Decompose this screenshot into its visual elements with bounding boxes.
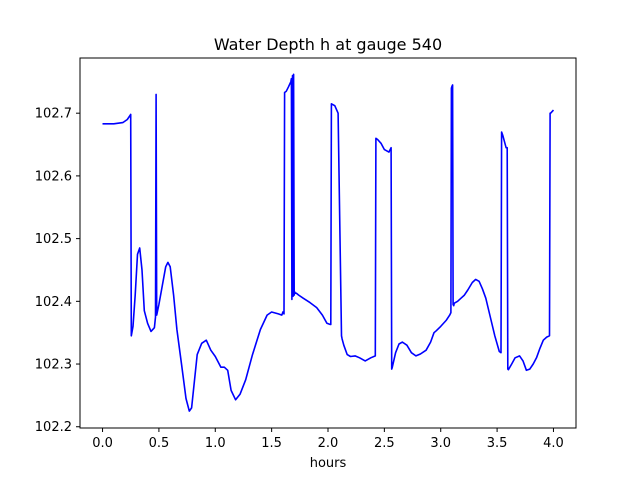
x-tick-label: 3.5 (487, 436, 508, 451)
x-tick-label: 1.5 (261, 436, 282, 451)
y-tick-label: 102.2 (35, 420, 72, 435)
x-tick-label: 0.0 (92, 436, 113, 451)
plot-series (102, 73, 555, 412)
y-axis-ticks: 102.2 102.3 102.4 102.5 102.6 102.7 (35, 107, 80, 435)
x-tick-label: 2.0 (318, 436, 339, 451)
series-line (102, 73, 555, 412)
y-tick-label: 102.5 (35, 232, 72, 247)
y-tick-label: 102.6 (35, 169, 72, 184)
x-tick-label: 3.0 (430, 436, 451, 451)
y-tick-label: 102.3 (35, 358, 72, 373)
plot-frame (79, 57, 577, 429)
x-tick-label: 1.0 (205, 436, 226, 451)
x-axis-ticks: 0.0 0.5 1.0 1.5 2.0 2.5 3.0 3.5 4.0 (92, 428, 564, 451)
x-tick-label: 2.5 (374, 436, 395, 451)
y-tick-label: 102.4 (35, 295, 72, 310)
chart-title: Water Depth h at gauge 540 (214, 35, 442, 54)
x-axis-label: hours (310, 456, 347, 471)
y-tick-label: 102.7 (35, 107, 72, 122)
x-tick-label: 0.5 (149, 436, 170, 451)
x-tick-label: 4.0 (543, 436, 564, 451)
